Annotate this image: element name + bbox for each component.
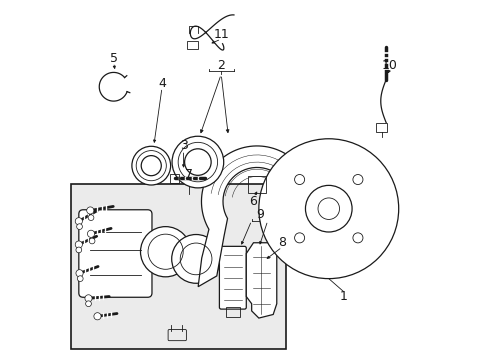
Text: 9: 9 <box>255 208 264 221</box>
Circle shape <box>172 136 223 188</box>
FancyBboxPatch shape <box>79 210 152 297</box>
Circle shape <box>76 247 81 253</box>
Circle shape <box>88 215 94 221</box>
Text: 7: 7 <box>184 168 193 181</box>
Circle shape <box>85 295 92 302</box>
Circle shape <box>141 156 161 176</box>
Text: 1: 1 <box>339 290 346 303</box>
Circle shape <box>75 241 82 248</box>
Text: 5: 5 <box>109 51 118 64</box>
Bar <box>187 41 198 49</box>
FancyBboxPatch shape <box>219 246 246 309</box>
Circle shape <box>94 313 101 320</box>
Circle shape <box>140 226 190 277</box>
Circle shape <box>77 276 83 282</box>
Circle shape <box>258 139 398 279</box>
Text: 6: 6 <box>249 195 257 208</box>
Text: 8: 8 <box>278 236 285 249</box>
Text: 10: 10 <box>381 59 397 72</box>
Circle shape <box>132 146 170 185</box>
Circle shape <box>86 207 94 214</box>
Polygon shape <box>198 146 305 287</box>
FancyBboxPatch shape <box>70 184 285 348</box>
Circle shape <box>75 218 82 225</box>
Circle shape <box>171 234 220 283</box>
Circle shape <box>87 230 94 237</box>
Circle shape <box>178 142 217 182</box>
Circle shape <box>136 150 166 181</box>
Bar <box>376 123 386 132</box>
Circle shape <box>76 270 83 277</box>
Circle shape <box>184 149 211 175</box>
Bar <box>247 176 265 193</box>
Circle shape <box>85 301 91 307</box>
Text: 3: 3 <box>179 139 187 152</box>
Text: 4: 4 <box>158 77 165 90</box>
Circle shape <box>77 224 82 229</box>
Text: 2: 2 <box>217 59 224 72</box>
Polygon shape <box>246 243 276 318</box>
Text: 11: 11 <box>213 28 228 41</box>
Circle shape <box>89 238 95 244</box>
